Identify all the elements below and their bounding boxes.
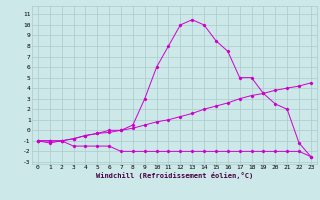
X-axis label: Windchill (Refroidissement éolien,°C): Windchill (Refroidissement éolien,°C): [96, 172, 253, 179]
